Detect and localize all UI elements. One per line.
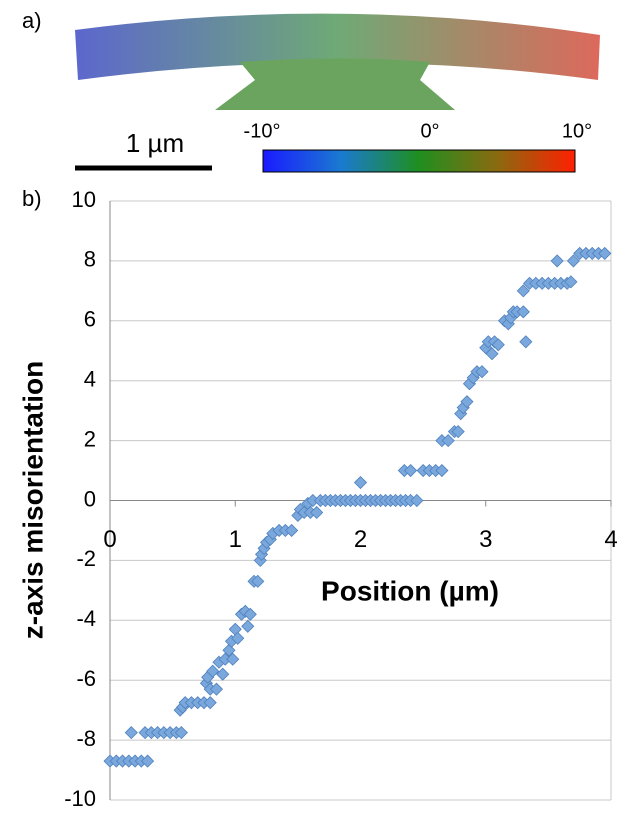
x-tick-label: 2 xyxy=(354,526,367,553)
pedestal xyxy=(215,59,455,111)
y-tick-label: 0 xyxy=(84,486,96,511)
figure: a) 1 µm -10° 0° 10° b) Position (µm) z-a… xyxy=(0,0,619,814)
y-tick-label: -10 xyxy=(64,786,96,811)
y-axis-label: z-axis misorientation xyxy=(17,361,48,640)
data-point xyxy=(520,336,532,348)
y-tick-label: -8 xyxy=(76,726,96,751)
y-tick-label: 8 xyxy=(84,247,96,272)
y-tick-label: 10 xyxy=(72,187,96,212)
plot: -10 -8 -6 -4 -2 0 2 4 6 8 10 0 1 2 3 4 xyxy=(64,187,617,811)
x-axis-label: Position (µm) xyxy=(321,575,499,606)
x-tick-label: 3 xyxy=(479,526,492,553)
y-tick-label: -6 xyxy=(76,666,96,691)
colorbar-label: 10° xyxy=(562,120,592,142)
x-tick-label: 0 xyxy=(103,526,116,553)
panel-label: a) xyxy=(22,8,42,33)
colorbar-label: -10° xyxy=(244,120,281,142)
data-point xyxy=(355,477,367,489)
x-tick-label: 4 xyxy=(604,526,617,553)
data-point xyxy=(551,255,563,267)
y-tick-label: 4 xyxy=(84,367,96,392)
scale-label: 1 µm xyxy=(126,128,184,158)
y-tick-label: -4 xyxy=(76,606,96,631)
panel-label: b) xyxy=(22,186,42,211)
data-point xyxy=(217,668,229,680)
y-tick-label: -2 xyxy=(76,546,96,571)
data-point xyxy=(125,727,137,739)
colorbar xyxy=(263,150,575,172)
colorbar-label: 0° xyxy=(420,120,439,142)
x-tick-label: 1 xyxy=(229,526,242,553)
data-point xyxy=(242,620,254,632)
y-tick-label: 6 xyxy=(84,307,96,332)
y-tick-label: 2 xyxy=(84,426,96,451)
